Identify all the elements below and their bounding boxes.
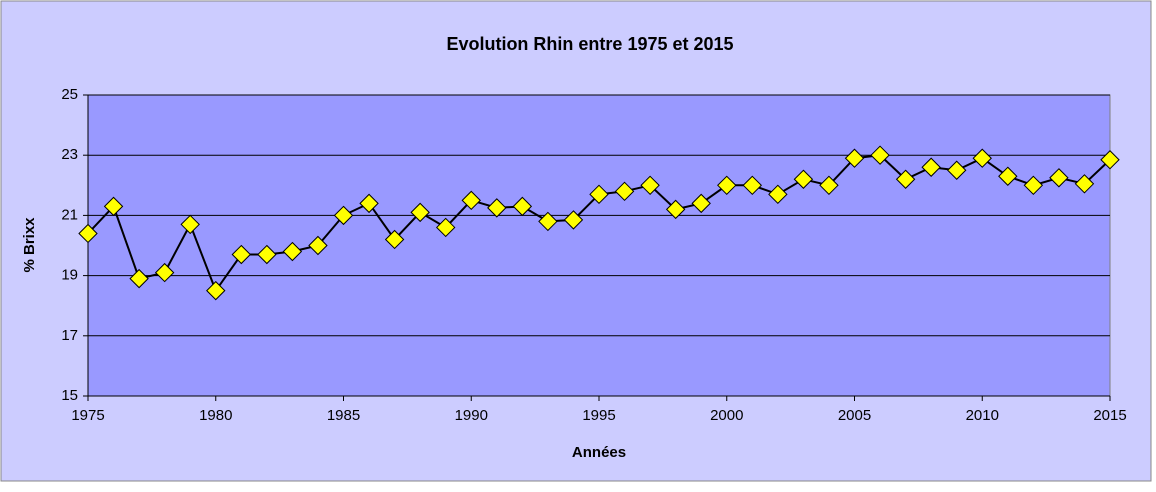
x-tick-label: 2000 <box>710 407 743 424</box>
marker <box>946 160 967 180</box>
x-tick-label: 1980 <box>199 407 232 424</box>
marker <box>563 210 584 230</box>
x-tick-label: 2005 <box>838 407 871 424</box>
marker <box>359 193 379 214</box>
marker <box>333 205 354 226</box>
marker <box>717 175 737 196</box>
marker <box>1049 168 1069 188</box>
marker <box>129 268 149 289</box>
marker <box>972 148 992 168</box>
marker <box>538 211 558 232</box>
marker <box>206 280 226 301</box>
marker <box>793 169 814 189</box>
x-tick-label: 1990 <box>455 407 488 424</box>
marker <box>410 202 430 223</box>
x-tick-label: 1995 <box>582 407 615 424</box>
marker <box>921 157 941 177</box>
y-tick-label: 25 <box>61 86 78 103</box>
x-axis-label: Années <box>572 444 626 461</box>
marker <box>461 190 481 211</box>
chart-title: Evolution Rhin entre 1975 et 2015 <box>446 34 733 54</box>
marker <box>78 223 98 244</box>
marker <box>614 181 635 202</box>
marker <box>768 184 788 205</box>
marker <box>1100 150 1120 170</box>
y-axis-label: % Brixx <box>21 217 38 273</box>
marker <box>640 175 660 196</box>
marker <box>844 148 865 168</box>
x-tick-label: 2010 <box>966 407 999 424</box>
y-tick-label: 19 <box>61 267 78 284</box>
marker <box>487 198 507 218</box>
marker <box>691 193 711 214</box>
marker <box>512 196 533 217</box>
x-tick-label: 2015 <box>1093 407 1126 424</box>
marker <box>103 196 124 217</box>
marker <box>665 199 686 220</box>
marker <box>895 169 916 189</box>
marker <box>742 175 763 196</box>
y-tick-label: 17 <box>61 327 78 344</box>
marker <box>998 166 1018 186</box>
marker <box>1074 174 1095 194</box>
y-tick-label: 15 <box>61 387 78 404</box>
y-tick-label: 21 <box>61 206 78 223</box>
x-tick-label: 1985 <box>327 407 360 424</box>
marker <box>154 262 175 283</box>
x-tick-label: 1975 <box>71 407 104 424</box>
y-tick-label: 23 <box>61 146 78 163</box>
marker <box>282 241 303 262</box>
marker <box>308 235 328 256</box>
marker <box>384 229 405 250</box>
marker <box>589 184 609 205</box>
marker <box>870 145 890 165</box>
plot-area <box>87 94 1111 397</box>
marker <box>819 175 839 196</box>
marker <box>257 244 277 265</box>
marker <box>180 214 200 235</box>
marker <box>1023 175 1044 196</box>
marker <box>231 244 252 265</box>
marker <box>435 217 456 238</box>
